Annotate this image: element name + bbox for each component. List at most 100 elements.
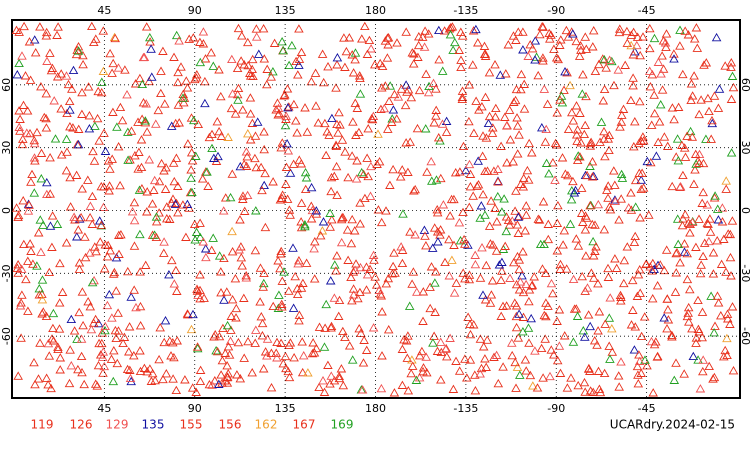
- obs-marker: [145, 32, 155, 42]
- obs-marker: [100, 321, 110, 331]
- obs-marker: [331, 161, 342, 171]
- obs-marker: [580, 387, 590, 396]
- obs-marker: [636, 331, 647, 341]
- obs-marker: [444, 234, 454, 244]
- obs-marker: [470, 259, 481, 269]
- obs-marker: [272, 337, 282, 347]
- obs-marker: [580, 225, 591, 234]
- obs-marker: [62, 147, 72, 156]
- obs-marker: [486, 290, 497, 299]
- obs-marker: [140, 260, 151, 269]
- obs-marker: [371, 280, 382, 289]
- obs-marker: [214, 379, 224, 388]
- obs-marker: [549, 350, 559, 359]
- obs-marker: [362, 153, 372, 162]
- obs-marker: [622, 242, 633, 251]
- obs-marker: [134, 147, 144, 156]
- obs-marker: [15, 301, 26, 310]
- obs-marker: [383, 324, 394, 334]
- obs-marker: [332, 251, 342, 260]
- obs-marker: [340, 62, 350, 71]
- obs-marker: [331, 266, 341, 275]
- obs-marker: [68, 123, 78, 132]
- obs-marker: [356, 167, 367, 177]
- obs-marker: [61, 238, 72, 247]
- obs-marker: [198, 39, 209, 48]
- obs-marker: [259, 278, 269, 288]
- obs-marker: [87, 277, 98, 287]
- obs-marker: [708, 248, 719, 257]
- obs-marker: [108, 58, 118, 68]
- obs-marker: [41, 88, 52, 98]
- obs-marker: [226, 311, 237, 320]
- obs-marker: [18, 134, 28, 143]
- obs-marker: [360, 193, 370, 203]
- obs-marker: [336, 364, 347, 373]
- obs-marker: [470, 370, 480, 379]
- obs-marker: [497, 266, 507, 275]
- obs-marker: [115, 180, 125, 190]
- obs-marker: [578, 325, 589, 335]
- obs-marker: [651, 151, 662, 160]
- obs-marker: [173, 181, 183, 190]
- obs-marker: [482, 335, 492, 344]
- obs-marker: [297, 337, 307, 346]
- obs-marker: [186, 165, 196, 174]
- obs-marker: [188, 309, 198, 319]
- obs-marker: [300, 219, 310, 229]
- obs-marker: [18, 100, 29, 109]
- obs-marker: [16, 264, 27, 273]
- obs-marker: [41, 373, 52, 382]
- obs-marker: [538, 53, 548, 62]
- obs-marker: [397, 344, 408, 353]
- obs-marker: [208, 61, 219, 70]
- obs-marker: [524, 285, 535, 294]
- obs-marker: [95, 237, 105, 246]
- obs-marker: [615, 122, 625, 131]
- obs-marker: [437, 119, 448, 128]
- obs-marker: [313, 118, 324, 127]
- obs-marker: [603, 263, 613, 273]
- obs-marker: [193, 119, 204, 129]
- obs-marker: [516, 69, 527, 79]
- obs-marker: [464, 80, 475, 89]
- obs-marker: [713, 103, 724, 112]
- obs-marker: [275, 249, 286, 258]
- obs-marker: [204, 132, 215, 142]
- obs-marker: [23, 206, 34, 215]
- obs-marker: [691, 23, 702, 32]
- obs-marker: [599, 368, 610, 378]
- obs-marker: [638, 183, 649, 192]
- obs-marker: [192, 286, 203, 295]
- obs-marker: [151, 212, 162, 221]
- obs-marker: [662, 323, 672, 333]
- obs-marker: [98, 202, 109, 211]
- obs-marker: [200, 98, 210, 108]
- obs-marker: [691, 159, 701, 168]
- obs-marker: [360, 21, 370, 31]
- obs-marker: [348, 68, 359, 77]
- obs-marker: [675, 25, 685, 34]
- obs-marker: [726, 148, 737, 157]
- obs-marker: [635, 213, 645, 222]
- obs-marker: [520, 355, 531, 364]
- obs-marker: [408, 59, 419, 68]
- obs-marker: [321, 299, 331, 309]
- obs-marker: [26, 177, 36, 186]
- legend-entry: 129: [106, 418, 129, 432]
- obs-marker: [706, 134, 716, 143]
- obs-marker: [181, 232, 191, 241]
- obs-marker: [191, 73, 202, 82]
- obs-marker: [675, 257, 685, 267]
- obs-marker: [325, 379, 335, 388]
- obs-marker: [276, 246, 286, 256]
- obs-marker: [546, 278, 557, 288]
- obs-marker: [135, 73, 145, 83]
- obs-marker: [142, 207, 152, 216]
- obs-marker: [555, 259, 566, 269]
- obs-marker: [616, 117, 627, 126]
- obs-marker: [428, 338, 438, 347]
- obs-marker: [280, 351, 291, 361]
- obs-marker: [566, 194, 577, 204]
- obs-marker: [587, 172, 598, 181]
